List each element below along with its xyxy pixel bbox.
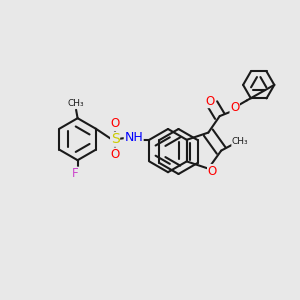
Text: NH: NH [124, 131, 143, 144]
Text: O: O [110, 117, 120, 130]
Text: O: O [110, 148, 120, 161]
Text: F: F [72, 167, 79, 180]
Text: S: S [111, 132, 119, 146]
Text: O: O [230, 100, 239, 114]
Text: O: O [208, 164, 217, 178]
Text: O: O [206, 94, 215, 108]
Text: CH₃: CH₃ [232, 137, 248, 146]
Text: CH₃: CH₃ [68, 99, 84, 108]
